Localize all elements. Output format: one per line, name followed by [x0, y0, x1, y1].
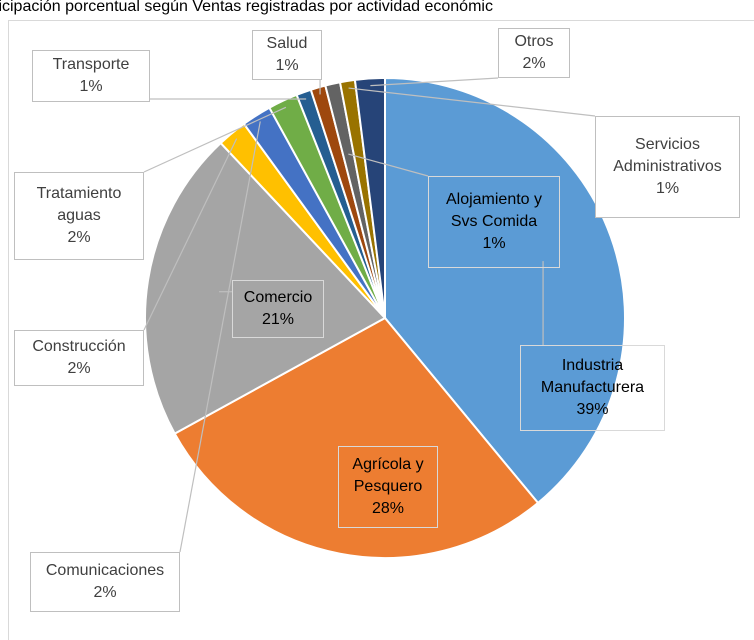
data-label: Otros 2%: [498, 28, 570, 78]
label-value: 1%: [482, 235, 506, 252]
label-value: 21%: [261, 311, 295, 328]
label-value: 2%: [93, 584, 117, 601]
label-name: Comercio: [243, 289, 313, 306]
leader-line: [348, 87, 596, 117]
pie-slice: [384, 76, 626, 505]
label-name: Salud: [266, 35, 308, 52]
leader-line: [370, 77, 499, 87]
chart-title: ticipación porcentual según Ventas regis…: [0, 0, 493, 15]
label-name: Alojamiento y Svs Comida: [445, 191, 543, 230]
leader-lines: [143, 77, 596, 553]
label-value: 1%: [655, 180, 680, 197]
label-value: 28%: [371, 500, 405, 517]
leader-line: [179, 121, 261, 553]
data-label: Salud 1%: [252, 30, 322, 80]
data-label: Comercio 21%: [232, 280, 324, 338]
data-label: Industria Manufacturera 39%: [520, 345, 665, 431]
leader-line: [143, 138, 238, 331]
pie-slice: [144, 141, 387, 435]
leader-line: [143, 106, 287, 173]
label-name: Industria Manufacturera: [540, 357, 645, 396]
label-name: Construcción: [32, 338, 126, 355]
label-name: Servicios Administrativos: [613, 136, 722, 175]
label-name: Agrícola y Pesquero: [352, 456, 424, 495]
label-value: 2%: [522, 55, 546, 72]
data-label: Construcción 2%: [14, 330, 144, 386]
data-label: Agrícola y Pesquero 28%: [338, 446, 438, 528]
leader-line: [348, 153, 429, 177]
label-name: Otros: [514, 33, 554, 50]
data-label: Transporte 1%: [32, 50, 150, 102]
data-label: Alojamiento y Svs Comida 1%: [428, 176, 560, 268]
chart-frame: [8, 20, 754, 640]
label-value: 2%: [67, 229, 91, 246]
label-value: 39%: [576, 401, 609, 418]
data-label: Comunicaciones 2%: [30, 552, 180, 612]
pie-slice: [353, 76, 386, 319]
label-value: 2%: [67, 360, 91, 377]
data-label: Servicios Administrativos 1%: [595, 116, 740, 218]
data-label: Tratamiento aguas 2%: [14, 172, 144, 260]
label-value: 1%: [275, 57, 299, 74]
label-name: Tratamiento aguas: [36, 185, 122, 224]
label-value: 1%: [79, 78, 103, 95]
label-name: Transporte: [52, 56, 130, 73]
label-name: Comunicaciones: [45, 562, 165, 579]
pie-slice: [173, 316, 540, 559]
chart: [143, 76, 626, 559]
